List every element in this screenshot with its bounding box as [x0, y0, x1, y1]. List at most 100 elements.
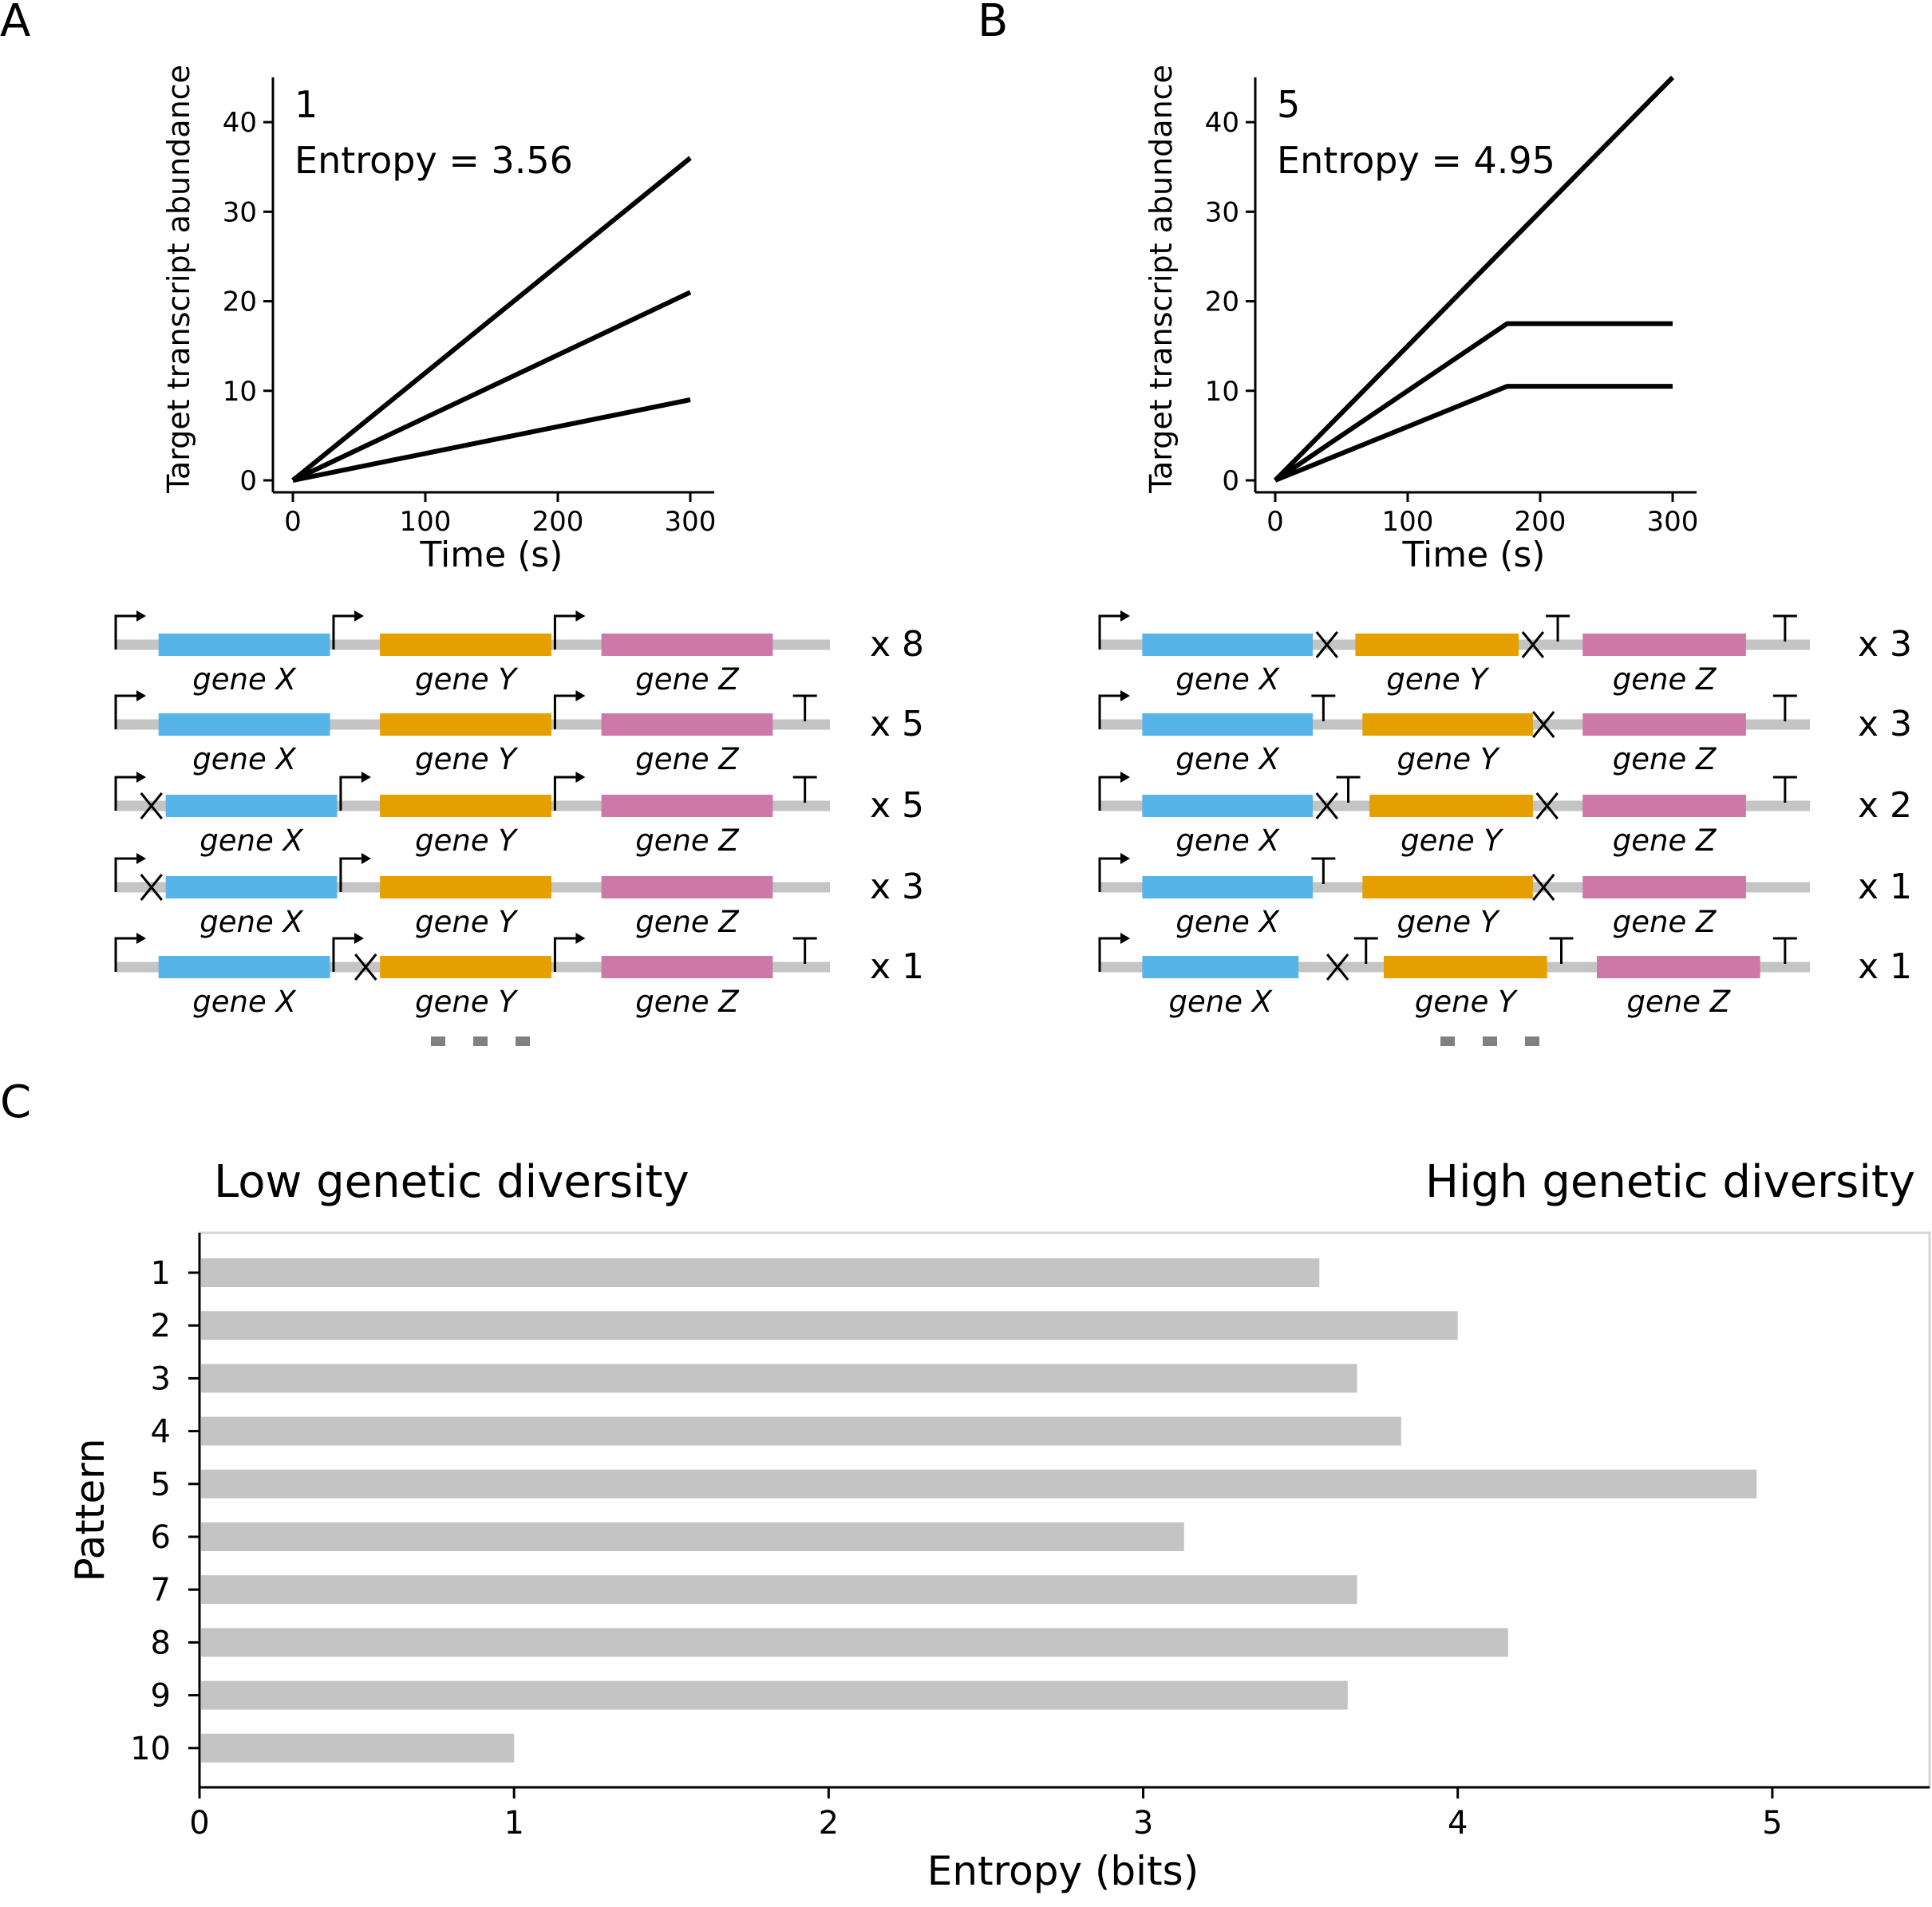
- gene-z-block: [601, 713, 773, 736]
- panel-letter-a: A: [0, 0, 30, 47]
- promoter-arrowhead-icon: [575, 933, 586, 944]
- construct-row: gene X gene Y gene Z x 2: [1098, 772, 1912, 858]
- gene-z-label: gene Z: [635, 742, 740, 776]
- gene-x-block: [165, 876, 338, 898]
- terminator-icon: [792, 776, 817, 803]
- construct-row: gene X gene Y gene Z x 3: [1098, 610, 1912, 697]
- gene-y-block: [1355, 634, 1519, 656]
- x-tick-label: 200: [1515, 506, 1567, 538]
- promoter-arrowhead-icon: [361, 853, 371, 864]
- bar-pattern-8: [201, 1628, 1508, 1657]
- x-tick-label: 0: [189, 1805, 209, 1842]
- gene-y-block: [1362, 876, 1533, 898]
- promoter-arrowhead-icon: [1120, 690, 1130, 701]
- high-diversity-label: High genetic diversity: [1425, 1156, 1915, 1208]
- y-tick-label: 1: [151, 1255, 171, 1292]
- promoter-arrow-icon: [553, 776, 576, 811]
- y-tick-label: 0: [239, 465, 257, 497]
- gene-x-label: gene X: [1175, 905, 1280, 939]
- y-tick-label: 8: [151, 1625, 171, 1661]
- promoter-arrowhead-icon: [354, 933, 364, 944]
- y-tick-label: 6: [151, 1519, 171, 1556]
- ellipsis-dot: [1483, 1036, 1497, 1046]
- gene-y-label: gene Y: [1397, 742, 1500, 776]
- copy-count: x 2: [1858, 785, 1912, 826]
- bar-pattern-9: [201, 1680, 1348, 1710]
- cross-icon: [1326, 954, 1349, 981]
- promoter-arrowhead-icon: [136, 690, 146, 701]
- bar-pattern-3: [201, 1364, 1357, 1393]
- promoter-arrow-icon: [339, 776, 362, 811]
- ellipsis-dot: [431, 1036, 445, 1046]
- y-tick-label: 10: [130, 1731, 171, 1767]
- gene-z-block: [1582, 876, 1746, 898]
- terminator-icon: [792, 694, 817, 721]
- promoter-arrowhead-icon: [575, 690, 586, 701]
- promoter-arrow-icon: [339, 857, 362, 892]
- y-tick-label: 10: [1205, 376, 1239, 408]
- gene-z-label: gene Z: [1613, 742, 1717, 776]
- gene-x-block: [1142, 956, 1299, 978]
- gene-z-block: [601, 956, 773, 978]
- promoter-arrow-icon: [114, 694, 136, 729]
- series-line-high: [291, 156, 692, 483]
- y-tick-label: 40: [223, 107, 257, 139]
- series-line-low: [1274, 384, 1673, 483]
- terminator-icon: [1549, 937, 1574, 964]
- y-tick-label: 0: [1222, 465, 1239, 497]
- y-axis-label: Target transcript abundance: [1144, 65, 1179, 494]
- line-chart-a: 0 100 200 300 0 10 20 30 40 Time (s) Target transc…: [161, 65, 716, 575]
- x-axis-label: Time (s): [1402, 535, 1546, 575]
- terminator-icon: [1772, 614, 1797, 642]
- ellipsis-dot: [1525, 1036, 1539, 1046]
- gene-x-label: gene X: [200, 905, 304, 939]
- x-axis-label: Time (s): [420, 535, 563, 575]
- x-axis-label: Entropy (bits): [927, 1848, 1199, 1894]
- gene-z-label: gene Z: [635, 662, 740, 697]
- copy-count: x 3: [870, 867, 924, 907]
- copy-count: x 3: [1858, 704, 1912, 744]
- promoter-arrowhead-icon: [354, 610, 364, 622]
- gene-x-block: [1142, 713, 1313, 736]
- series-line-mid: [1274, 321, 1673, 483]
- gene-y-block: [1369, 795, 1533, 817]
- gene-x-label: gene X: [192, 985, 297, 1019]
- promoter-arrowhead-icon: [136, 772, 146, 783]
- x-tick-label: 300: [665, 506, 717, 538]
- cross-icon: [140, 874, 163, 901]
- gene-y-label: gene Y: [1386, 662, 1489, 697]
- gene-z-block: [1582, 713, 1746, 736]
- terminator-icon: [1546, 614, 1570, 642]
- promoter-arrowhead-icon: [1120, 853, 1130, 864]
- gene-z-block: [601, 876, 773, 898]
- y-tick-label: 40: [1205, 107, 1239, 139]
- y-tick-label: 30: [1205, 196, 1239, 228]
- gene-y-label: gene Y: [1401, 823, 1503, 858]
- y-tick-label: 30: [223, 196, 257, 228]
- copy-count: x 5: [870, 704, 924, 744]
- gene-z-block: [601, 634, 773, 656]
- construct-row: gene X gene Y gene Z x 1: [1098, 933, 1912, 1019]
- y-tick-label: 20: [223, 286, 257, 318]
- promoter-arrow-icon: [114, 937, 136, 972]
- promoter-arrow-icon: [553, 694, 576, 729]
- entropy-annotation: Entropy = 3.56: [294, 139, 573, 182]
- ellipsis-dot: [473, 1036, 488, 1046]
- cross-icon: [1315, 792, 1338, 819]
- promoter-arrow-icon: [553, 937, 576, 972]
- promoter-arrowhead-icon: [575, 610, 586, 622]
- construct-diagram-b: gene X gene Y gene Z x 3 gene X gene Y gene Z x…: [1098, 610, 1912, 1046]
- x-tick-label: 3: [1133, 1805, 1153, 1842]
- copy-count: x 1: [1858, 867, 1912, 907]
- bar-pattern-7: [201, 1575, 1357, 1605]
- low-diversity-label: Low genetic diversity: [214, 1156, 689, 1208]
- cross-icon: [1532, 711, 1555, 738]
- gene-z-label: gene Z: [1613, 823, 1717, 858]
- gene-z-block: [1582, 634, 1746, 656]
- x-tick-label: 4: [1448, 1805, 1468, 1842]
- copy-count: x 3: [1858, 624, 1912, 665]
- gene-x-label: gene X: [1175, 742, 1280, 776]
- terminator-icon: [1772, 694, 1797, 721]
- gene-y-block: [1384, 956, 1547, 978]
